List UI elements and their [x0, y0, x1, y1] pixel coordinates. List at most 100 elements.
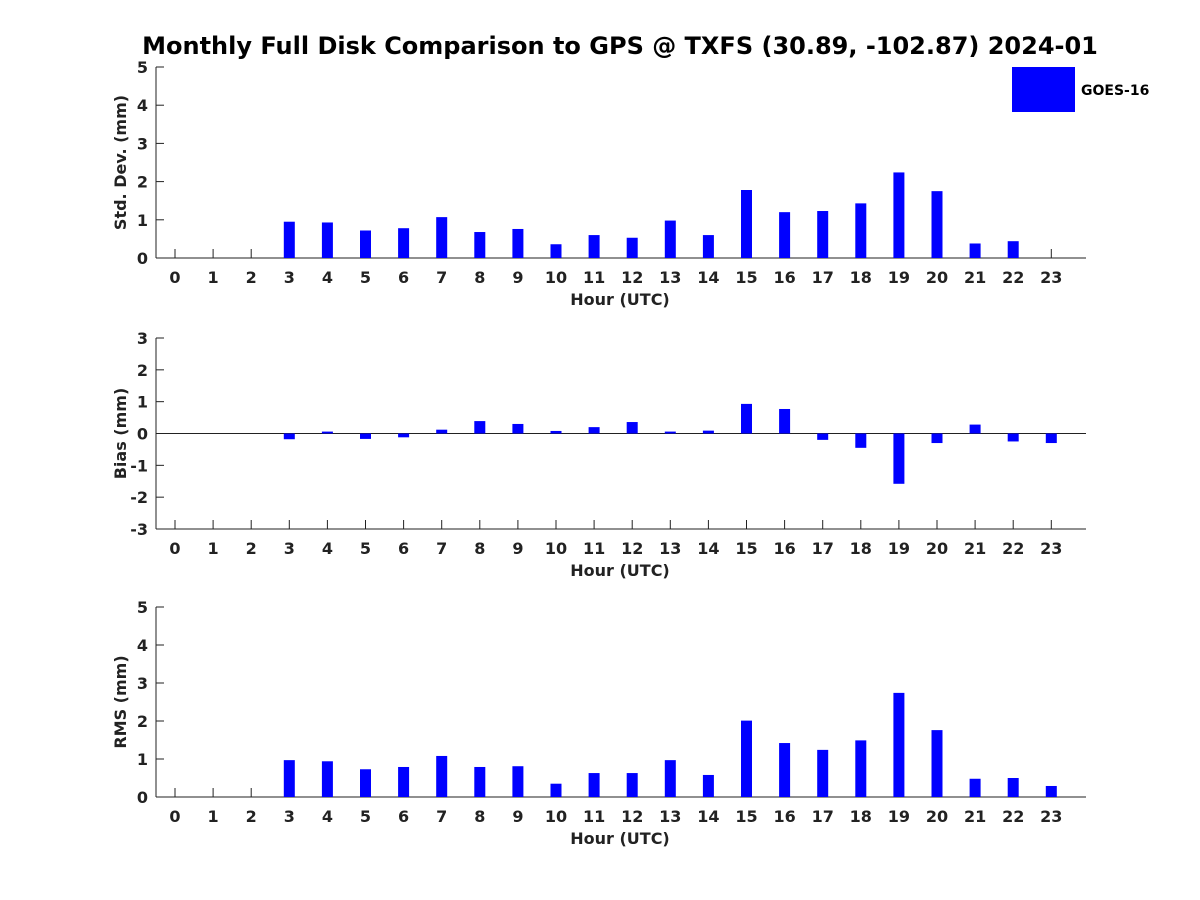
bar: [779, 743, 791, 797]
x-tick-label: 0: [169, 807, 180, 826]
x-tick-label: 6: [398, 807, 409, 826]
bar: [817, 749, 829, 797]
x-tick-label: 9: [512, 807, 523, 826]
bar: [436, 429, 448, 434]
y-tick-label: 0: [137, 249, 148, 268]
x-tick-label: 4: [322, 268, 333, 287]
x-tick-label: 21: [964, 268, 986, 287]
bar: [893, 433, 905, 484]
x-tick-label: 23: [1040, 539, 1062, 558]
legend: GOES-16: [1012, 67, 1149, 112]
bar: [1045, 785, 1057, 797]
y-tick-label: 0: [137, 788, 148, 807]
x-tick-label: 22: [1002, 539, 1024, 558]
bar: [283, 433, 295, 440]
x-tick-label: 10: [545, 268, 567, 287]
bar: [817, 433, 829, 440]
bar: [398, 228, 410, 258]
x-tick-label: 15: [735, 268, 757, 287]
bar: [1045, 433, 1057, 444]
bar: [1007, 241, 1019, 258]
bar: [855, 433, 867, 448]
x-tick-label: 9: [512, 539, 523, 558]
bar: [664, 431, 676, 434]
x-tick-label: 7: [436, 268, 447, 287]
x-tick-label: 1: [208, 539, 219, 558]
x-tick-label: 16: [773, 807, 795, 826]
x-tick-label: 20: [926, 807, 948, 826]
bar: [855, 740, 867, 797]
x-tick-label: 7: [436, 539, 447, 558]
bar: [817, 211, 829, 258]
bar: [664, 760, 676, 797]
x-axis-label: Hour (UTC): [570, 829, 670, 848]
x-tick-label: 11: [583, 807, 605, 826]
x-tick-label: 14: [697, 807, 719, 826]
x-tick-label: 16: [773, 268, 795, 287]
y-tick-label: 5: [137, 58, 148, 77]
bar: [893, 692, 905, 797]
bar: [512, 766, 524, 797]
bar: [283, 221, 295, 258]
x-axis-label: Hour (UTC): [570, 561, 670, 580]
bar: [550, 244, 562, 258]
y-tick-label: 2: [137, 361, 148, 380]
x-tick-label: 3: [284, 539, 295, 558]
x-tick-label: 6: [398, 268, 409, 287]
bar: [931, 191, 943, 258]
bar: [550, 783, 562, 797]
legend-label: GOES-16: [1081, 83, 1149, 99]
x-tick-label: 18: [850, 268, 872, 287]
x-tick-label: 15: [735, 807, 757, 826]
x-tick-label: 8: [474, 807, 485, 826]
y-tick-label: 4: [137, 636, 148, 655]
bar: [969, 243, 981, 258]
y-tick-label: 3: [137, 134, 148, 153]
x-tick-label: 21: [964, 807, 986, 826]
x-tick-label: 14: [697, 268, 719, 287]
x-tick-label: 6: [398, 539, 409, 558]
x-axis-label: Hour (UTC): [570, 290, 670, 309]
x-tick-label: 3: [284, 268, 295, 287]
x-tick-label: 10: [545, 539, 567, 558]
bar: [436, 755, 448, 797]
x-tick-label: 20: [926, 268, 948, 287]
chart-title: Monthly Full Disk Comparison to GPS @ TX…: [142, 32, 1098, 60]
x-tick-label: 5: [360, 539, 371, 558]
x-tick-label: 10: [545, 807, 567, 826]
bar: [398, 433, 410, 438]
bar: [588, 235, 600, 258]
x-tick-label: 21: [964, 539, 986, 558]
y-tick-label: 4: [137, 96, 148, 115]
bar: [360, 769, 371, 797]
x-tick-label: 12: [621, 807, 643, 826]
bar: [360, 230, 371, 258]
bar: [321, 222, 333, 258]
x-tick-label: 1: [208, 268, 219, 287]
x-tick-label: 18: [850, 807, 872, 826]
bar: [931, 433, 943, 444]
bar: [1007, 778, 1019, 797]
bar: [969, 424, 981, 434]
x-tick-label: 2: [246, 268, 257, 287]
x-tick-label: 15: [735, 539, 757, 558]
bar: [474, 421, 486, 434]
y-tick-label: 2: [137, 173, 148, 192]
y-tick-label: 1: [137, 750, 148, 769]
y-axis-label: Bias (mm): [111, 388, 130, 480]
x-tick-label: 20: [926, 539, 948, 558]
bar: [626, 773, 638, 797]
bar: [893, 172, 905, 258]
bar: [360, 433, 371, 439]
x-tick-label: 7: [436, 807, 447, 826]
bar: [321, 431, 333, 434]
bar: [474, 232, 486, 258]
x-tick-label: 3: [284, 807, 295, 826]
x-tick-label: 19: [888, 807, 910, 826]
x-tick-label: 19: [888, 539, 910, 558]
x-tick-label: 5: [360, 807, 371, 826]
x-tick-label: 22: [1002, 807, 1024, 826]
